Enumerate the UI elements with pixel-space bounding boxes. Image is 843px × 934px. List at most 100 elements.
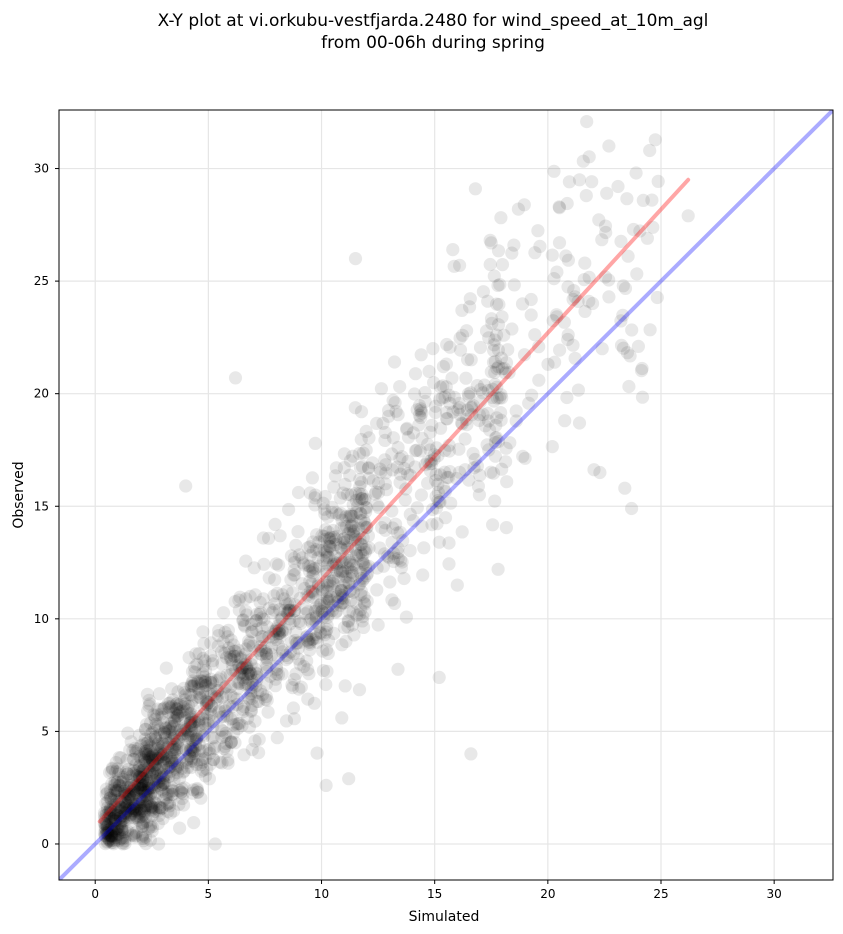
- scatter-point: [246, 639, 260, 653]
- scatter-point: [184, 760, 198, 775]
- scatter-point: [232, 717, 247, 731]
- scatter-point: [341, 561, 355, 575]
- scatter-point: [141, 822, 156, 836]
- scatter-point: [259, 647, 274, 661]
- scatter-point: [139, 798, 153, 813]
- scatter-point: [352, 487, 367, 501]
- y-tick-label: 25: [34, 274, 49, 288]
- scatter-point: [278, 603, 292, 618]
- scatter-point: [346, 449, 360, 463]
- scatter-point: [433, 495, 447, 509]
- scatter-point: [167, 745, 182, 759]
- scatter-point: [345, 509, 359, 523]
- scatter-point: [136, 763, 150, 778]
- scatter-point: [320, 664, 334, 679]
- scatter-point: [183, 688, 197, 702]
- scatter-point: [155, 801, 169, 815]
- scatter-point: [279, 714, 294, 728]
- scatter-point: [250, 694, 264, 709]
- scatter-point: [399, 482, 413, 496]
- scatter-point: [272, 623, 286, 637]
- scatter-point: [334, 591, 349, 605]
- scatter-point: [152, 803, 166, 818]
- scatter-point: [315, 605, 329, 619]
- scatter-point: [135, 784, 149, 799]
- scatter-point: [227, 638, 241, 652]
- scatter-point: [391, 552, 405, 566]
- scatter-point: [169, 743, 184, 757]
- scatter-point: [436, 360, 450, 374]
- scatter-point: [238, 619, 252, 633]
- scatter-point: [462, 389, 476, 403]
- scatter-point: [468, 182, 482, 196]
- scatter-point: [103, 829, 117, 843]
- scatter-point: [499, 521, 513, 535]
- scatter-point: [241, 711, 255, 725]
- scatter-point: [262, 601, 276, 616]
- scatter-point: [321, 584, 335, 599]
- scatter-point: [324, 579, 338, 593]
- scatter-point: [481, 406, 495, 420]
- scatter-point: [110, 808, 124, 822]
- scatter-point: [120, 753, 134, 767]
- scatter-point: [136, 783, 150, 797]
- scatter-point: [370, 498, 384, 512]
- scatter-point: [279, 648, 293, 663]
- scatter-point: [260, 651, 274, 665]
- scatter-point: [136, 816, 150, 830]
- scatter-point: [410, 403, 424, 417]
- scatter-point: [129, 746, 143, 760]
- scatter-point: [268, 597, 282, 611]
- scatter-point: [283, 596, 297, 611]
- scatter-point: [200, 762, 214, 776]
- scatter-point: [111, 820, 125, 834]
- scatter-point: [319, 677, 333, 692]
- scatter-point: [221, 630, 235, 644]
- scatter-point: [244, 617, 259, 632]
- scatter-point: [101, 827, 115, 842]
- scatter-point: [230, 698, 244, 712]
- scatter-point: [345, 518, 359, 532]
- scatter-point: [300, 588, 314, 602]
- scatter-point: [117, 801, 131, 816]
- scatter-point: [567, 284, 581, 298]
- scatter-point: [108, 822, 122, 836]
- scatter-point: [128, 779, 142, 793]
- scatter-point: [137, 737, 151, 751]
- scatter-point: [232, 593, 246, 607]
- scatter-point: [303, 635, 317, 650]
- scatter-point: [147, 759, 161, 773]
- scatter-point: [167, 706, 181, 720]
- scatter-point: [141, 704, 155, 718]
- scatter-point: [138, 732, 152, 746]
- scatter-point: [118, 831, 132, 845]
- scatter-point: [222, 699, 237, 713]
- scatter-point: [305, 577, 319, 591]
- scatter-point: [120, 787, 134, 801]
- scatter-point: [436, 379, 450, 393]
- scatter-point: [428, 405, 442, 420]
- scatter-point: [337, 535, 351, 550]
- scatter-point: [634, 364, 649, 378]
- scatter-point: [196, 651, 210, 666]
- scatter-point: [173, 723, 187, 737]
- scatter-point: [137, 761, 151, 775]
- scatter-point: [336, 596, 350, 610]
- scatter-point: [260, 652, 274, 666]
- scatter-point: [391, 545, 405, 560]
- scatter-point: [681, 209, 695, 223]
- scatter-point: [226, 691, 240, 705]
- scatter-point: [488, 449, 502, 463]
- scatter-point: [371, 618, 385, 632]
- scatter-point: [359, 521, 373, 535]
- scatter-point: [288, 568, 302, 582]
- scatter-point: [135, 782, 149, 796]
- scatter-point: [190, 690, 204, 704]
- scatter-point: [101, 823, 115, 837]
- scatter-point: [239, 554, 253, 568]
- scatter-point: [174, 785, 188, 799]
- scatter-point: [341, 540, 355, 554]
- scatter-point: [244, 666, 258, 681]
- scatter-point: [361, 566, 375, 581]
- scatter-point: [240, 660, 254, 675]
